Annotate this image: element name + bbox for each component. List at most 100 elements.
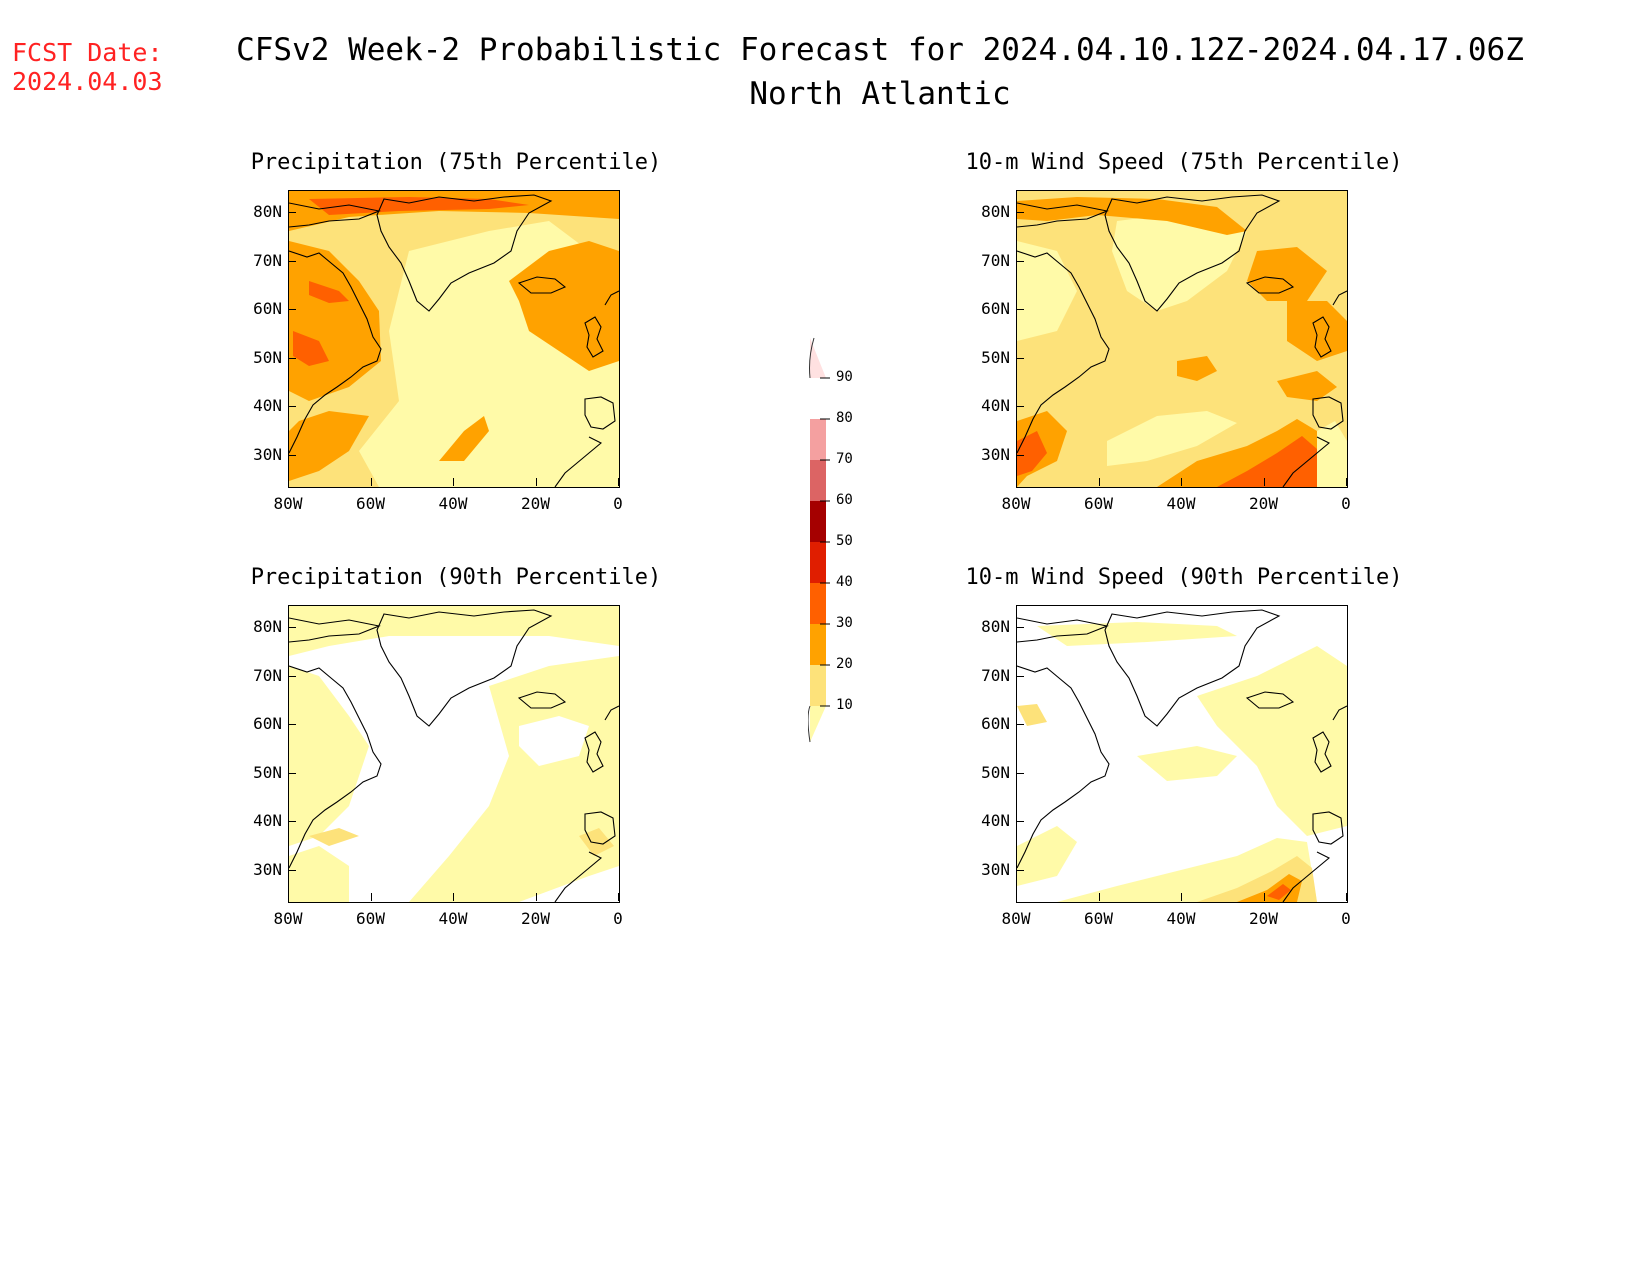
lat-label: 40N (253, 811, 282, 830)
colorbar-label: 80 (836, 410, 853, 426)
lon-label: 0 (613, 494, 623, 513)
lat-tick (1016, 772, 1024, 774)
lon-tick (1263, 893, 1265, 901)
coastline (1017, 617, 1109, 643)
probability-contour (1197, 646, 1347, 836)
coastline (1017, 665, 1110, 869)
lat-tick (288, 454, 296, 456)
lat-tick (1016, 675, 1024, 677)
coastline (554, 851, 602, 902)
lon-tick (1098, 478, 1100, 486)
panel-wind-75: 10-m Wind Speed (75th Percentile) 80N 70N… (964, 150, 1404, 530)
colorbar-label: 90 (836, 369, 853, 385)
lat-label: 80N (981, 202, 1010, 221)
probability-contour (1267, 456, 1297, 479)
coastline (289, 202, 381, 228)
lat-label: 40N (253, 396, 282, 415)
probability-contour (293, 331, 329, 366)
lat-label: 50N (981, 762, 1010, 782)
colorbar-label: 60 (836, 492, 853, 508)
lon-label: 20W (521, 494, 550, 513)
coastline (1017, 202, 1109, 228)
lat-label: 30N (253, 444, 282, 464)
lat-tick (288, 772, 296, 774)
lat-tick (288, 821, 296, 822)
coastline (1332, 705, 1347, 721)
panel-wind-90: 10-m Wind Speed (90th Percentile) 80N 70N… (964, 565, 1404, 945)
probability-contour (289, 411, 369, 481)
colorbar-label: 20 (836, 656, 853, 672)
lat-label: 50N (253, 762, 282, 782)
coastline (376, 194, 553, 312)
probability-contour (1112, 211, 1247, 311)
lat-tick (288, 260, 296, 262)
lat-tick (1016, 309, 1024, 310)
fcst-date-label: FCST Date: (12, 38, 163, 67)
colorbar-label: 70 (836, 451, 853, 467)
coastline (517, 276, 567, 294)
colorbar-svg (807, 337, 830, 743)
lon-tick (535, 478, 537, 486)
lat-tick (1016, 821, 1024, 822)
coastline (1312, 396, 1344, 430)
lon-tick (1346, 893, 1347, 901)
colorbar-label: 40 (836, 574, 853, 590)
lon-tick (370, 893, 372, 901)
probability-field (1017, 606, 1347, 902)
coastline (554, 436, 602, 487)
lat-tick (288, 869, 296, 871)
probability-field (1017, 191, 1347, 487)
lat-tick (288, 406, 296, 407)
lon-label: 80W (273, 494, 303, 513)
lon-tick (1098, 893, 1100, 901)
probability-contour (1107, 411, 1237, 466)
panel-title: 10-m Wind Speed (90th Percentile) (965, 565, 1403, 590)
lat-label: 70N (253, 665, 282, 685)
colorbar-bin (810, 460, 826, 501)
colorbar-bin (810, 542, 826, 583)
lon-label: 60W (1084, 494, 1113, 513)
lat-label: 30N (981, 859, 1010, 879)
map-frame (288, 190, 620, 488)
coastline (604, 290, 619, 306)
fcst-date-value: 2024.04.03 (12, 67, 163, 96)
lat-tick (1016, 212, 1024, 213)
probability-contour (439, 416, 489, 461)
probability-contour (519, 716, 589, 766)
forecast-date: FCST Date: 2024.04.03 (12, 38, 163, 96)
lat-label: 70N (253, 250, 282, 270)
coastlines (1017, 609, 1347, 902)
lat-tick (1016, 406, 1024, 407)
lon-label: 40W (438, 909, 468, 928)
lat-label: 60N (253, 299, 282, 318)
lat-tick (1016, 260, 1024, 262)
probability-contour (1317, 421, 1347, 487)
coastline (517, 691, 567, 709)
lon-label: 0 (1341, 909, 1351, 928)
lat-label: 60N (981, 299, 1010, 318)
probability-contour (309, 828, 359, 846)
map-frame (1016, 605, 1348, 903)
probability-contour (1247, 247, 1327, 301)
coastline (584, 316, 604, 358)
coastline (1282, 436, 1330, 487)
lat-tick (288, 357, 296, 359)
lat-tick (1016, 724, 1024, 725)
colorbar-bin (810, 624, 826, 665)
coastline (1282, 851, 1330, 902)
probability-contour (289, 846, 349, 902)
lon-label: 40W (1166, 494, 1196, 513)
lon-tick (1181, 893, 1182, 901)
lat-label: 50N (253, 347, 282, 367)
lat-tick (288, 212, 296, 213)
lat-tick (1016, 869, 1024, 871)
map-frame (1016, 190, 1348, 488)
page-title: CFSv2 Week-2 Probabilistic Forecast for … (236, 32, 1524, 68)
probability-contour (409, 656, 619, 902)
lat-label: 30N (981, 444, 1010, 464)
probability-contour (309, 281, 349, 303)
coastline (1245, 691, 1295, 709)
lon-label: 60W (1084, 909, 1113, 928)
panel-title: 10-m Wind Speed (75th Percentile) (965, 150, 1403, 175)
lon-tick (288, 478, 289, 486)
